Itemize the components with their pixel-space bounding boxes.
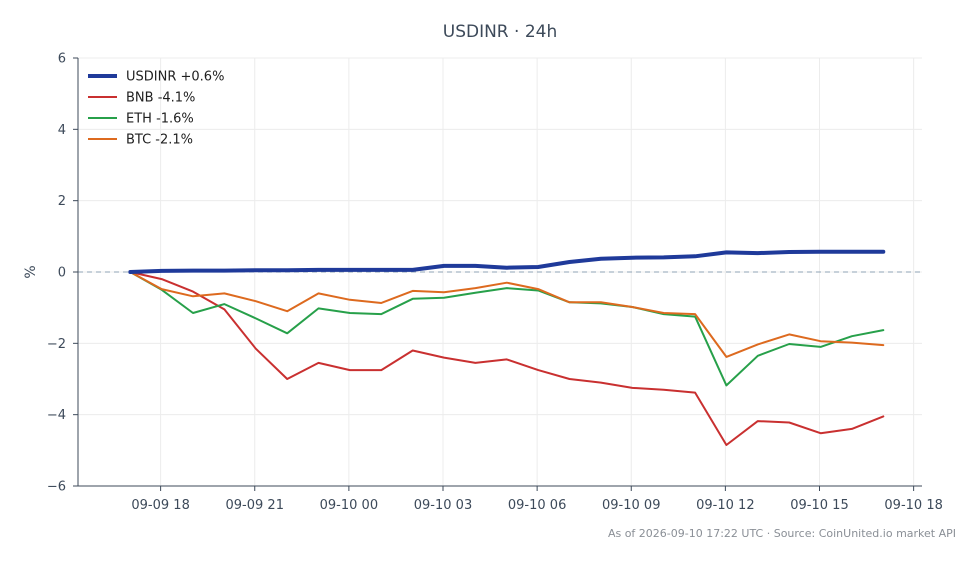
y-tick-label: 6 [58, 52, 66, 67]
chart-title: USDINR · 24h [443, 22, 557, 42]
x-tick-label: 09-10 12 [696, 498, 754, 513]
y-tick-label: 4 [58, 123, 66, 138]
series-line-btc [129, 271, 885, 358]
series-line-eth [129, 271, 885, 387]
x-tick-label: 09-09 21 [226, 498, 284, 513]
axes: −6 −4 −2 0 2 4 6 09-09 18 09-09 21 09-10 00 09-10 … [47, 52, 943, 514]
legend-label-btc: BTC -2.1% [126, 133, 193, 148]
series-layer [128, 249, 886, 446]
footer-source: As of 2026-09-10 17:22 UTC · Source: Coi… [608, 527, 956, 540]
x-tick-label: 09-10 09 [602, 498, 660, 513]
y-tick-label: −4 [47, 408, 66, 423]
legend-label-bnb: BNB -4.1% [126, 91, 195, 106]
y-axis-label: % [23, 265, 39, 278]
legend: USDINR +0.6% BNB -4.1% ETH -1.6% BTC -2.1% [88, 70, 224, 148]
series-line-bnb [129, 271, 885, 446]
x-tick-label: 09-09 18 [131, 498, 189, 513]
x-tick-label: 09-10 18 [884, 498, 942, 513]
x-tick-label: 09-10 03 [414, 498, 472, 513]
y-tick-label: −2 [47, 337, 66, 352]
x-tick-label: 09-10 06 [508, 498, 566, 513]
x-tick-label: 09-10 00 [320, 498, 378, 513]
y-tick-label: 2 [58, 194, 66, 209]
legend-label-eth: ETH -1.6% [126, 112, 194, 127]
y-tick-label: −6 [47, 480, 66, 495]
series-line-usdinr [128, 249, 886, 274]
y-tick-label: 0 [58, 266, 66, 281]
legend-label-usdinr: USDINR +0.6% [126, 70, 224, 85]
x-tick-label: 09-10 15 [790, 498, 848, 513]
